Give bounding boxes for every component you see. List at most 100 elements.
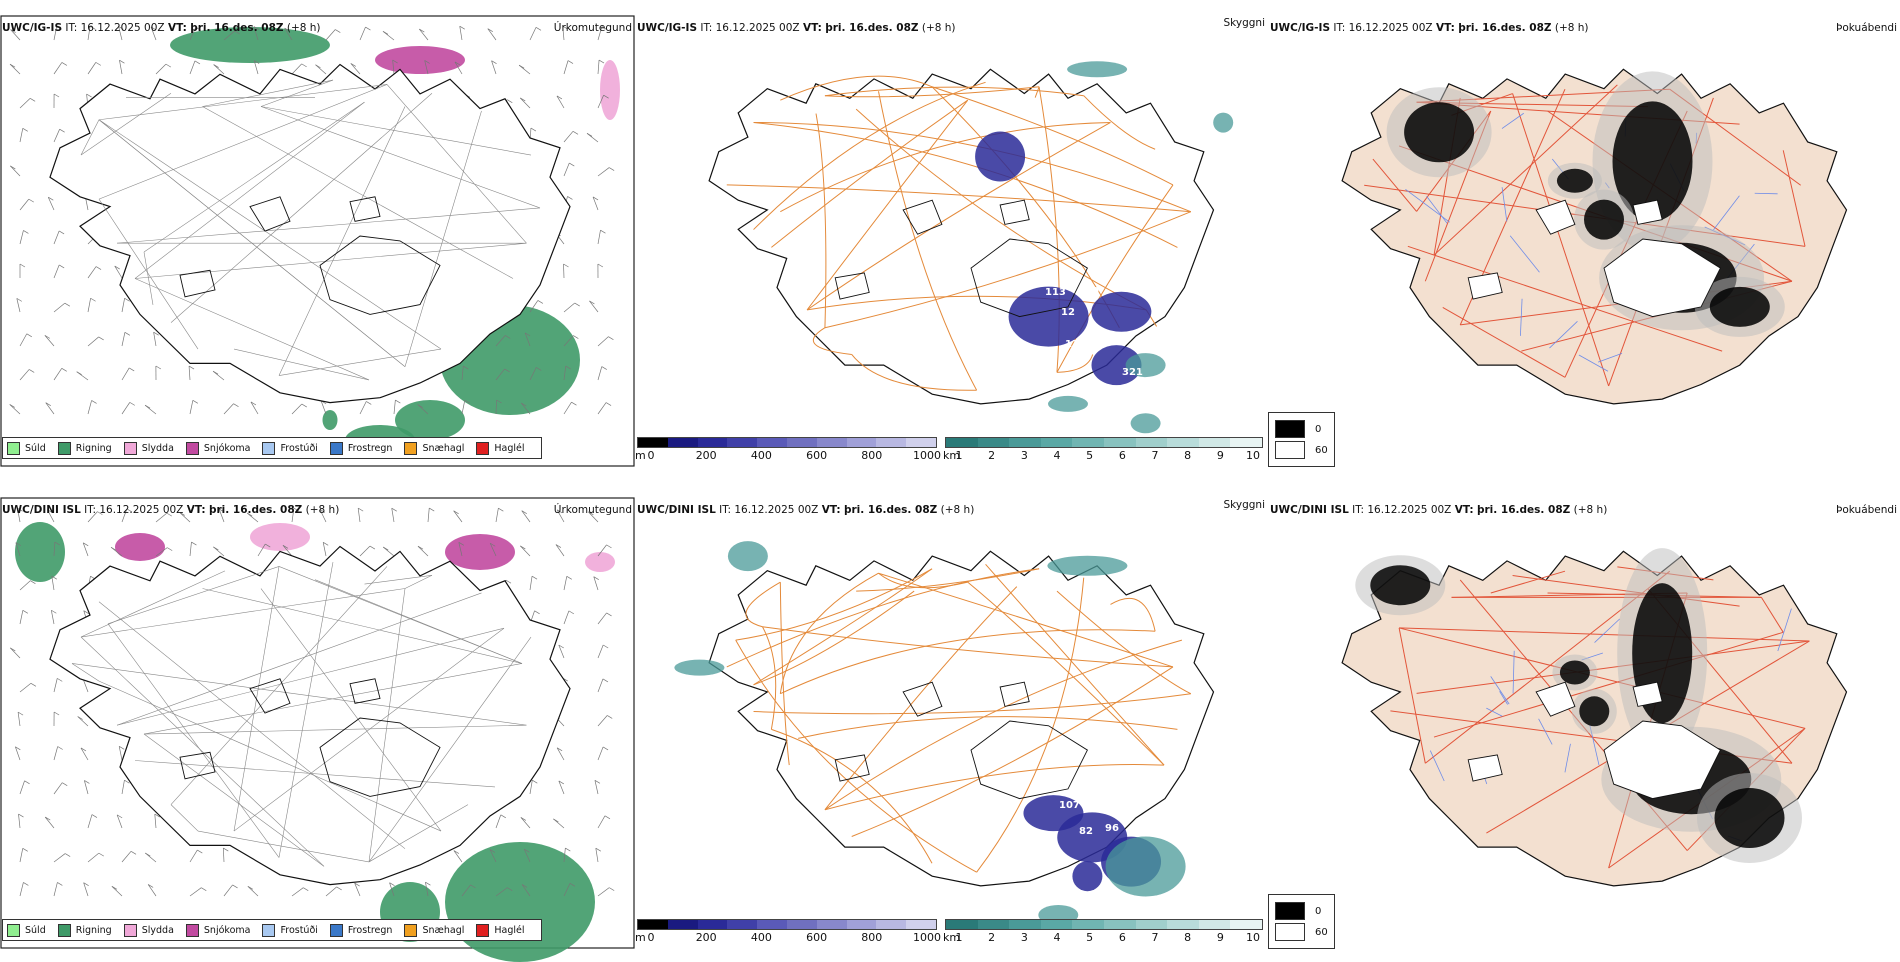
panel-0-0: [0, 0, 635, 480]
legend-item: Slydda: [124, 924, 174, 937]
legend-swatch: [404, 442, 417, 455]
colorbar-bin: [1167, 920, 1199, 929]
legend-swatch: [476, 442, 489, 455]
legend-label: Haglél: [494, 443, 524, 454]
legend-swatch: [262, 442, 275, 455]
model-name: UWC/IG-IS: [637, 22, 697, 34]
panel-header: UWC/IG-IS IT: 16.12.2025 00Z VT: þri. 16…: [2, 22, 321, 34]
colorbar-bin: [906, 438, 936, 447]
colorbar-tick: 8: [1184, 449, 1191, 462]
colorbar-tick: 200: [696, 449, 717, 462]
colorbar-bin: [817, 438, 847, 447]
legend-label: Snæhagl: [422, 925, 464, 936]
colorbar-bin: [1104, 920, 1136, 929]
lead-time: (+8 h): [1555, 22, 1589, 34]
colorbar-tick: 1000: [913, 931, 941, 944]
colorbar-tick: 200: [696, 931, 717, 944]
colorbar-bin: [946, 438, 978, 447]
legend-label: Slydda: [142, 925, 174, 936]
legend-swatch: [1275, 902, 1305, 920]
legend-label: 60: [1315, 927, 1328, 938]
colorbar-tick: 4: [1054, 449, 1061, 462]
visibility-label: 113: [1045, 287, 1066, 298]
legend-label: Snjókoma: [204, 443, 251, 454]
colorbar-unit: m: [635, 449, 646, 462]
colorbar-tick: 7: [1152, 449, 1159, 462]
precip-type-legend: Súld Rigning Slydda Snjókoma Frostúði Frostre…: [2, 919, 542, 941]
colorbar-bin: [787, 438, 817, 447]
colorbar-tick: 6: [1119, 931, 1126, 944]
valid-time: þri. 16.des. 08Z: [190, 22, 283, 34]
valid-time-label: VT:: [187, 504, 206, 516]
lead-time: (+8 h): [287, 22, 321, 34]
colorbar-bin: [638, 920, 668, 929]
legend-swatch: [404, 924, 417, 937]
legend-swatch: [1275, 441, 1305, 459]
legend-swatch: [1275, 420, 1305, 438]
legend-label: Snjókoma: [204, 925, 251, 936]
legend-swatch: [7, 924, 20, 937]
panel-title: Úrkomutegund: [520, 22, 632, 34]
colorbar-bin: [1230, 438, 1262, 447]
colorbar-bin: [1041, 438, 1073, 447]
legend-label: Frostúði: [280, 925, 317, 936]
valid-time-label: VT:: [822, 504, 841, 516]
legend-item: 60: [1275, 923, 1328, 941]
colorbar-bin: [978, 438, 1010, 447]
colorbar-tick: 400: [751, 931, 772, 944]
colorbar-bin: [1136, 438, 1168, 447]
colorbar-bin: [876, 438, 906, 447]
colorbar-tick: 5: [1086, 931, 1093, 944]
lead-time: (+8 h): [922, 22, 956, 34]
legend-label: Rigning: [76, 925, 112, 936]
legend-label: Haglél: [494, 925, 524, 936]
colorbar-tick: 1: [956, 931, 963, 944]
lead-time: (+8 h): [941, 504, 975, 516]
map-canvas: [1268, 0, 1900, 480]
colorbar-bin: [1199, 920, 1231, 929]
legend-label: Slydda: [142, 443, 174, 454]
colorbar-bin: [1230, 920, 1262, 929]
colorbar-bin: [1104, 438, 1136, 447]
legend-swatch: [186, 442, 199, 455]
legend-item: Frostúði: [262, 442, 317, 455]
legend-item: Rigning: [58, 924, 112, 937]
legend-item: Frostúði: [262, 924, 317, 937]
colorbar-bin: [698, 438, 728, 447]
init-time: IT: 16.12.2025 00Z: [719, 504, 818, 516]
legend-swatch: [1275, 923, 1305, 941]
legend-swatch: [476, 924, 489, 937]
colorbar-bin: [847, 920, 877, 929]
legend-swatch: [124, 442, 137, 455]
legend-label: Súld: [25, 925, 46, 936]
valid-time-label: VT:: [1436, 22, 1455, 34]
panel-title: Skyggni: [1153, 499, 1265, 511]
legend-item: Súld: [7, 924, 46, 937]
colorbar-tick: 400: [751, 449, 772, 462]
legend-item: Haglél: [476, 442, 524, 455]
legend-item: 0: [1275, 902, 1328, 920]
colorbar-tick: 10: [1246, 449, 1260, 462]
colorbar-tick: 1: [956, 449, 963, 462]
legend-label: Snæhagl: [422, 443, 464, 454]
legend-item: Snæhagl: [404, 924, 464, 937]
map-canvas: [0, 0, 635, 480]
legend-label: 60: [1315, 445, 1328, 456]
legend-item: 60: [1275, 441, 1328, 459]
valid-time-label: VT:: [1455, 504, 1474, 516]
panel-1-0: [0, 482, 635, 962]
legend-item: Frostregn: [330, 442, 393, 455]
legend-item: Snjókoma: [186, 924, 251, 937]
colorbar-tick: 800: [861, 931, 882, 944]
model-name: UWC/DINI ISL: [1270, 504, 1349, 516]
legend-swatch: [186, 924, 199, 937]
legend-swatch: [262, 924, 275, 937]
init-time: IT: 16.12.2025 00Z: [84, 504, 183, 516]
visibility-label: 13: [1065, 339, 1079, 350]
legend-item: Haglél: [476, 924, 524, 937]
legend-label: Frostregn: [348, 925, 393, 936]
legend-item: Rigning: [58, 442, 112, 455]
